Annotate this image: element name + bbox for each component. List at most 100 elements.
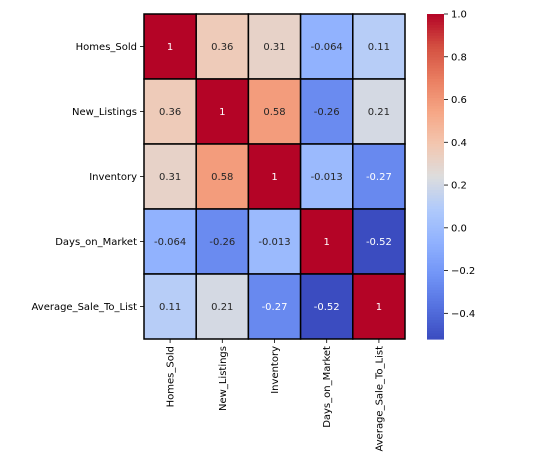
colorbar-segment [427,233,444,237]
row-tick-label: Average_Sale_To_List [32,302,138,313]
colorbar-segment [427,122,444,126]
colorbar-segment [427,116,444,121]
colorbar-segment [427,246,444,251]
colorbar-segment [427,198,444,202]
colorbar-segment [427,41,444,45]
cell-value-label: 0.36 [159,107,181,118]
heatmap-cells: 1 0.36 0.31 -0.064 0.11 0.36 1 0.58 -0.26 0.21 0.3… [143,13,406,340]
row-tick-labels: Homes_Sold New_Listings Inventory Days_on_M… [32,42,144,313]
heatmap-cell [195,208,250,275]
cell-value-label: 0.21 [368,107,390,118]
cell-value-label: 0.11 [368,42,390,53]
heatmap-cell [143,273,197,340]
colorbar-segment [427,222,444,226]
colorbar-tick-label: 1.0 [451,10,467,21]
colorbar-segment [427,236,444,240]
cell-value-label: 0.58 [263,107,285,118]
cell-value-label: 0.31 [263,42,285,53]
colorbar-segment [427,165,444,169]
colorbar-segment [427,241,444,245]
colorbar-segment [427,287,444,291]
colorbar-segment [427,206,444,210]
cell-value-label: 0.21 [211,302,233,313]
colorbar-segment [427,92,444,96]
colorbar-segment [427,30,444,34]
colorbar-tick-label: −0.4 [451,309,475,320]
colorbar-segment [427,119,444,123]
cell-value-label: -0.013 [258,237,290,248]
cell-value-label: -0.27 [366,172,392,183]
colorbar-segment [427,187,444,191]
heatmap-cell [352,208,406,275]
colorbar-segment [427,279,444,283]
colorbar-segment [427,100,444,104]
colorbar-segment [427,244,444,248]
colorbar-segment [427,141,444,145]
colorbar-segment [427,135,444,140]
colorbar-segment [427,51,444,56]
colorbar-segment [427,108,444,113]
colorbar-segment [427,152,444,156]
colorbar-segment [427,257,444,262]
colorbar-segment [427,138,444,142]
cell-value-label: 1 [376,302,382,313]
colorbar-segment [427,214,444,218]
colorbar-segment [427,14,444,18]
colorbar-segment [427,130,444,134]
colorbar-segment [427,176,444,180]
cell-value-label: -0.064 [311,42,343,53]
colorbar-segment [427,79,444,83]
colorbar-segment [427,298,444,302]
colorbar-segment [427,73,444,77]
colorbar-segment [427,68,444,72]
colorbar-segment [427,24,444,29]
colorbar-segment [427,303,444,308]
cell-value-label: -0.26 [209,237,235,248]
colorbar-segment [427,35,444,39]
cell-value-label: -0.27 [262,302,288,313]
colorbar-segment [427,76,444,80]
colorbar-segment [427,181,444,186]
column-tick-label: New_Listings [218,346,229,411]
colorbar-segment [427,70,444,75]
colorbar-segment [427,249,444,253]
colorbar-segment [427,328,444,332]
colorbar-segment [427,179,444,183]
colorbar-segment [427,314,444,318]
colorbar-segment [427,87,444,91]
column-tick-labels: Homes_Sold New_Listings Inventory Days_on_M… [166,339,385,451]
column-tick-label: Homes_Sold [166,346,177,407]
colorbar-segment [427,171,444,175]
colorbar-segment [427,81,444,86]
colorbar-segment [427,309,444,313]
colorbar-segment [427,127,444,132]
colorbar-segment [427,19,444,23]
colorbar-segment [427,190,444,194]
colorbar-segment [427,144,444,148]
colorbar-segment [427,271,444,275]
colorbar-segment [427,225,444,229]
colorbar-segment [427,106,444,110]
colorbar-segment [427,255,444,259]
colorbar-segment [427,57,444,61]
colorbar-segment [427,219,444,224]
colorbar-segment [427,97,444,102]
colorbar-segment [427,211,444,216]
colorbar-segment [427,217,444,221]
colorbar-segment [427,149,444,153]
colorbar-segment [427,157,444,161]
colorbar-segment [427,173,444,178]
colorbar-segment [427,111,444,115]
colorbar-segment [427,200,444,205]
colorbar-segment [427,306,444,310]
colorbar-segment [427,336,444,340]
cell-value-label: -0.52 [314,302,340,313]
colorbar-segment [427,62,444,67]
heatmap-cell [299,143,354,210]
cell-value-label: 0.58 [211,172,233,183]
colorbar-segment [427,162,444,167]
colorbar-segment [427,203,444,207]
row-tick-label: Homes_Sold [76,42,137,53]
colorbar-segment [427,89,444,94]
cell-value-label: 1 [219,107,225,118]
